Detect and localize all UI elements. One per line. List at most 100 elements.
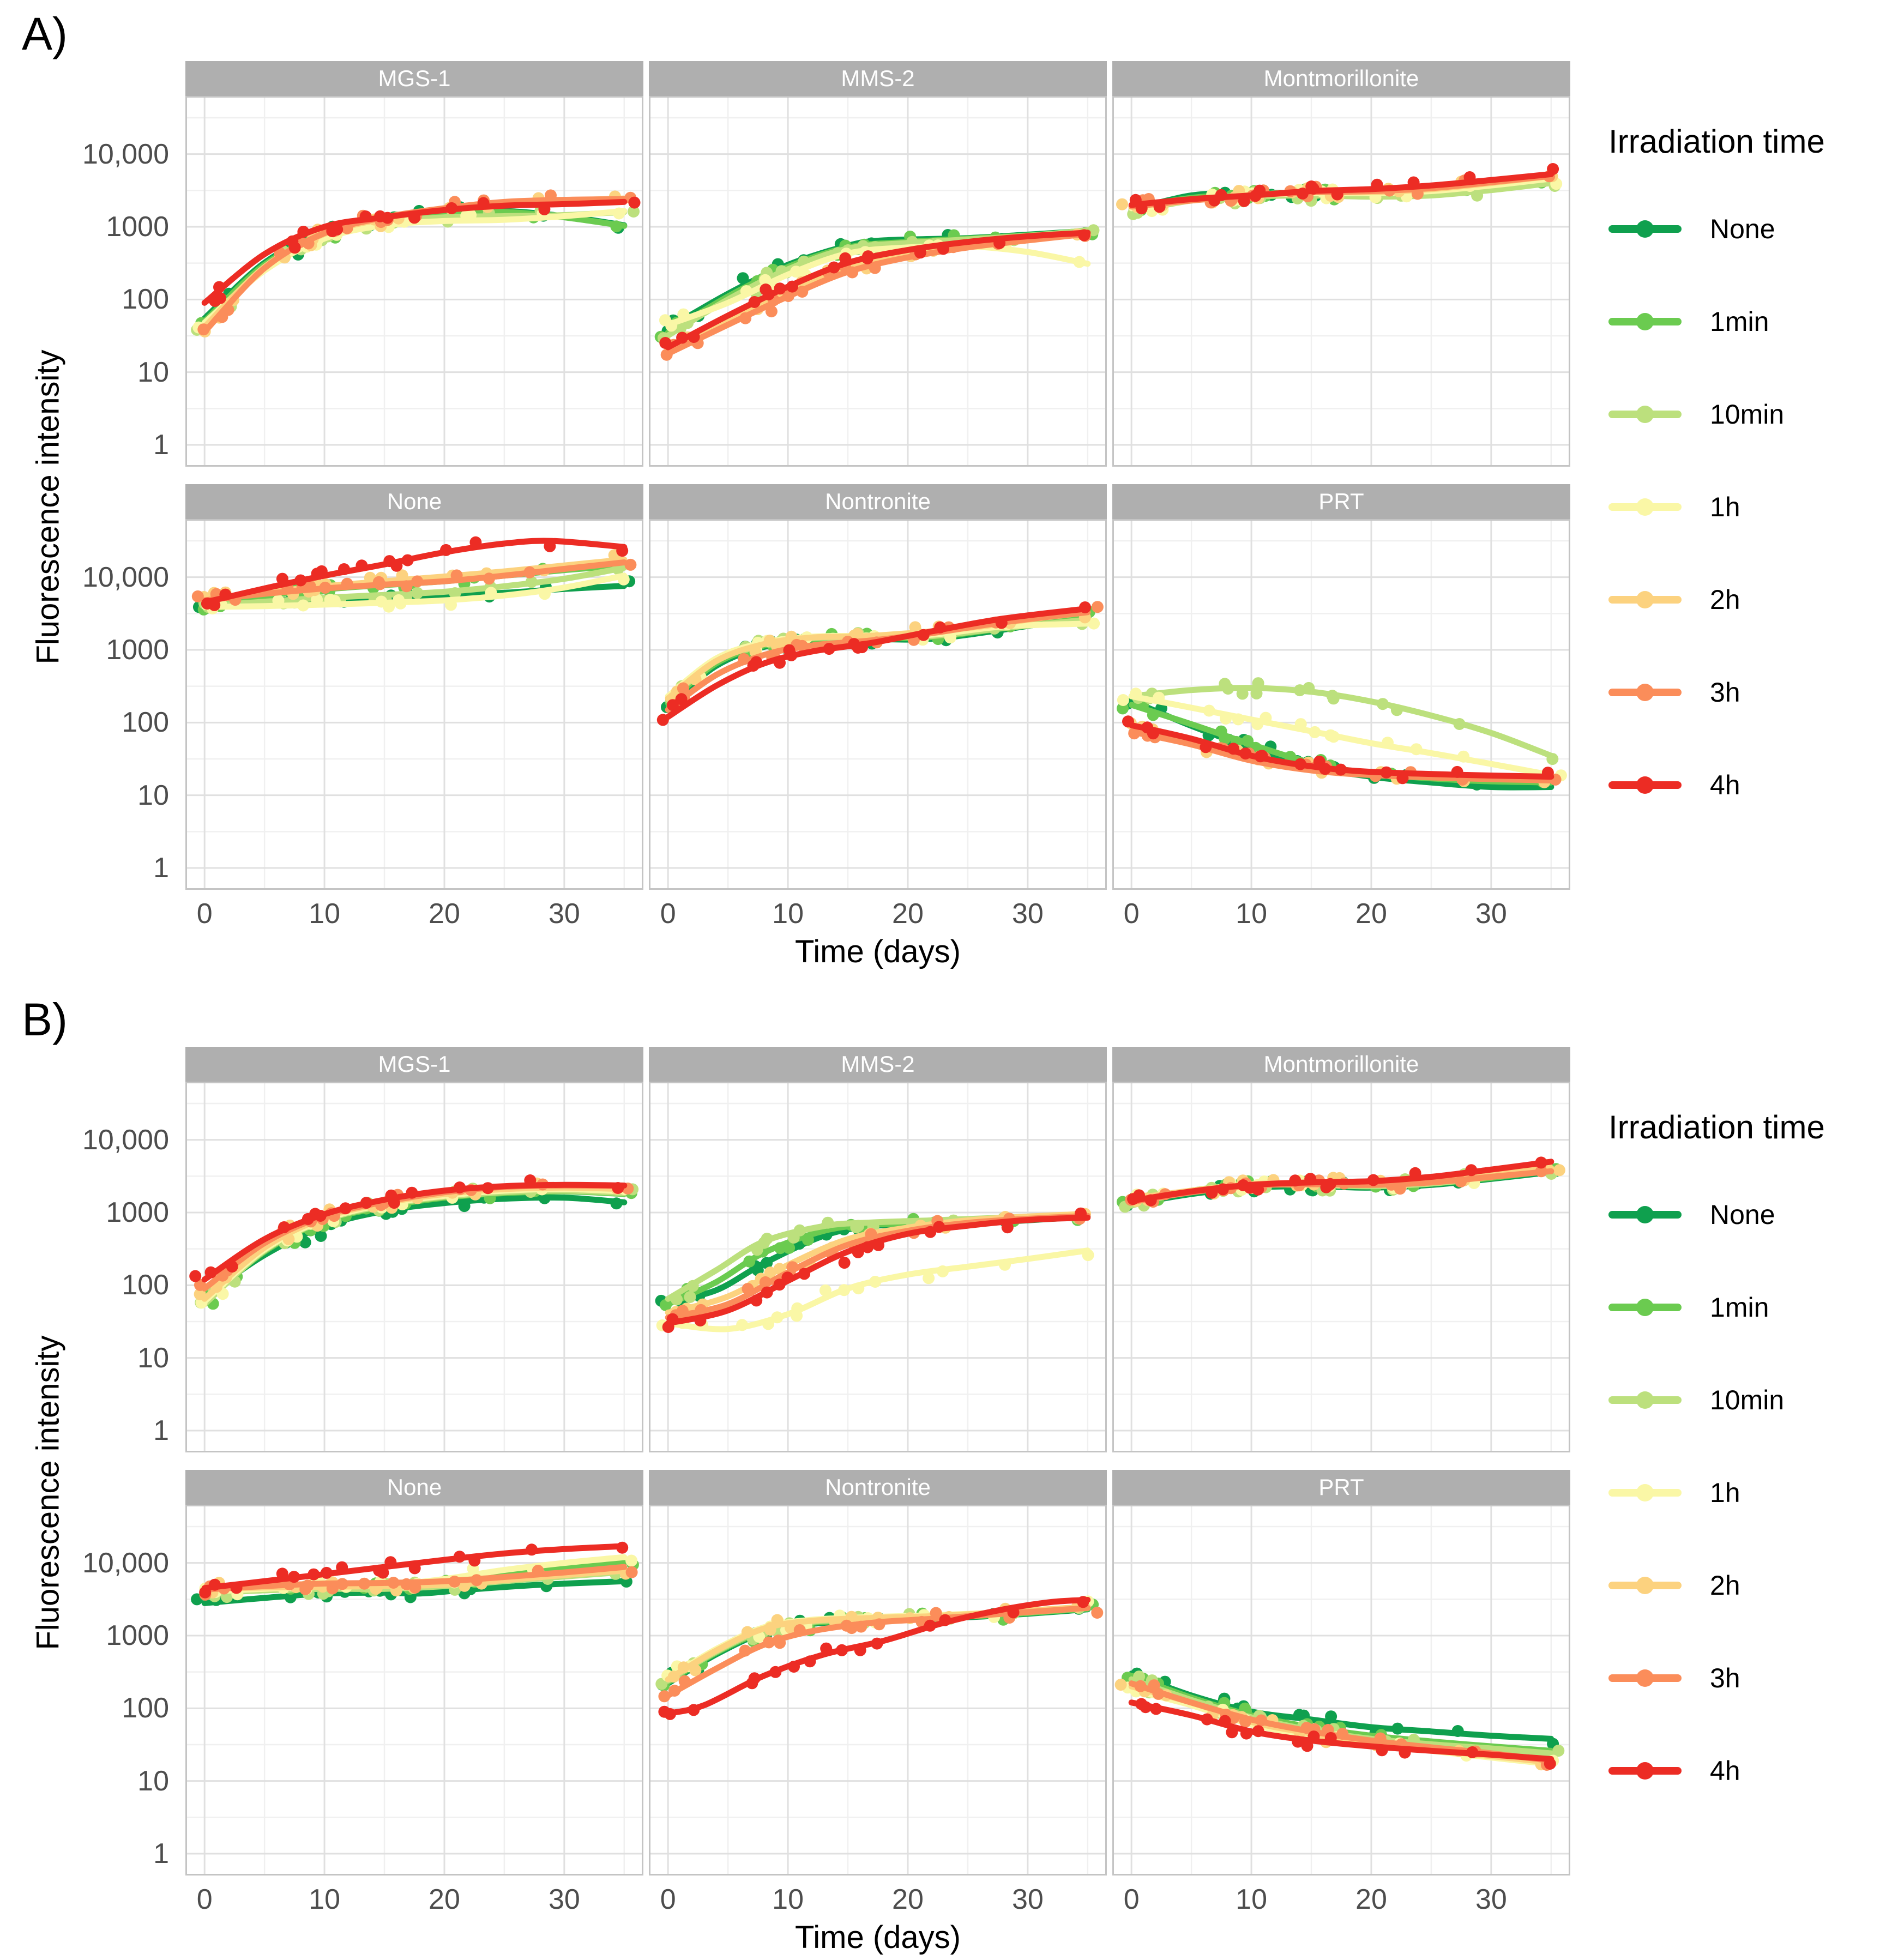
legend-entry-1h: 1h bbox=[1608, 1476, 1740, 1509]
x-tick-label: 0 bbox=[1123, 898, 1140, 930]
facet-strip-label: Nontronite bbox=[825, 489, 931, 514]
legend-key-line-icon bbox=[1608, 1669, 1682, 1687]
x-tick-label: 30 bbox=[1011, 898, 1044, 930]
legend-key-dot-icon bbox=[1636, 1762, 1654, 1780]
facet-strip-mms-2: MMS-2 bbox=[649, 61, 1107, 96]
y-tick-label: 10 bbox=[137, 1342, 169, 1374]
series-4h bbox=[1127, 1156, 1554, 1207]
facet-strip-montmorillonite: Montmorillonite bbox=[1112, 1047, 1570, 1082]
facet-strip-none: None bbox=[185, 1470, 643, 1505]
legend-entry-label: 3h bbox=[1710, 677, 1740, 708]
legend-key-line-icon bbox=[1608, 406, 1682, 423]
facet-strip-label: MMS-2 bbox=[841, 65, 915, 91]
facet-plot-mgs-1 bbox=[185, 96, 643, 467]
legend-key-dot-icon bbox=[1636, 220, 1654, 238]
y-tick-label: 100 bbox=[122, 707, 169, 739]
x-tick-label: 0 bbox=[1123, 1884, 1140, 1915]
legend-entry-label: 10min bbox=[1710, 1385, 1785, 1415]
legend-entry-1min: 1min bbox=[1608, 1291, 1769, 1324]
x-tick-label: 20 bbox=[892, 1884, 924, 1915]
y-tick-label: 10 bbox=[137, 1765, 169, 1797]
y-tick-label: 10,000 bbox=[82, 1547, 169, 1579]
x-tick-label: 30 bbox=[1011, 1884, 1044, 1915]
facet-strip-mgs-1: MGS-1 bbox=[185, 1047, 643, 1082]
facet-strip-prt: PRT bbox=[1112, 1470, 1570, 1505]
legend-title: Irradiation time bbox=[1608, 1109, 1825, 1145]
facet-plot-mms-2 bbox=[649, 1082, 1107, 1452]
legend-key-dot-icon bbox=[1636, 313, 1654, 330]
series-4h bbox=[1128, 163, 1559, 215]
y-tick-label: 10,000 bbox=[82, 138, 169, 170]
legend-entry-label: 2h bbox=[1710, 584, 1740, 615]
legend-key-dot-icon bbox=[1636, 1669, 1654, 1687]
x-tick-label: 10 bbox=[309, 1884, 340, 1915]
series-1h bbox=[656, 1247, 1094, 1332]
legend-entry-label: 4h bbox=[1710, 1756, 1740, 1786]
y-tick-label: 10,000 bbox=[82, 1124, 169, 1156]
series-4h bbox=[1122, 715, 1554, 785]
legend-entry-label: 1h bbox=[1710, 492, 1740, 522]
legend-entry-2h: 2h bbox=[1608, 583, 1740, 616]
facet-plot-none bbox=[185, 519, 643, 890]
x-tick-label: 10 bbox=[772, 898, 804, 930]
y-tick-label: 1000 bbox=[106, 1197, 169, 1228]
legend: Irradiation time None 1min 10min 1h 2h 3h 4h bbox=[1608, 123, 1880, 859]
legend-key-line-icon bbox=[1608, 220, 1682, 238]
legend-entry-1min: 1min bbox=[1608, 305, 1769, 338]
legend-key-line-icon bbox=[1608, 1299, 1682, 1316]
legend: Irradiation time None 1min 10min 1h 2h 3h 4h bbox=[1608, 1108, 1880, 1844]
series-4h bbox=[189, 1174, 628, 1283]
legend-key-line-icon bbox=[1608, 684, 1682, 701]
series-3h bbox=[199, 1564, 638, 1601]
legend-key-dot-icon bbox=[1636, 1206, 1654, 1223]
legend-entry-4h: 4h bbox=[1608, 1754, 1740, 1787]
legend-key-line-icon bbox=[1608, 1206, 1682, 1223]
facet-plot-mms-2 bbox=[649, 96, 1107, 467]
legend-entry-label: None bbox=[1710, 1199, 1775, 1230]
legend-key-dot-icon bbox=[1636, 1484, 1654, 1501]
series-4h bbox=[199, 1541, 629, 1599]
x-tick-label: 0 bbox=[196, 1884, 213, 1915]
facet-strip-label: MGS-1 bbox=[378, 65, 451, 91]
y-tick-label: 100 bbox=[122, 284, 169, 316]
x-tick-label: 0 bbox=[196, 898, 213, 930]
legend-entry-label: 1min bbox=[1710, 1292, 1769, 1323]
x-tick-label: 0 bbox=[660, 898, 676, 930]
facet-plot-prt bbox=[1112, 1505, 1570, 1875]
facet-strip-label: Montmorillonite bbox=[1263, 1051, 1419, 1077]
legend-entry-4h: 4h bbox=[1608, 769, 1740, 801]
y-tick-label: 10 bbox=[137, 779, 169, 811]
facet-strip-mms-2: MMS-2 bbox=[649, 1047, 1107, 1082]
series-3h bbox=[658, 1605, 1104, 1703]
facet-strip-label: PRT bbox=[1318, 489, 1364, 514]
y-tick-label: 10 bbox=[137, 356, 169, 388]
x-tick-label: 30 bbox=[548, 898, 580, 930]
series-4h bbox=[201, 196, 641, 307]
legend-key-dot-icon bbox=[1636, 776, 1654, 794]
x-tick-label: 20 bbox=[1355, 1884, 1387, 1915]
legend-key-line-icon bbox=[1608, 776, 1682, 794]
series-4h bbox=[201, 536, 629, 611]
legend-entry-2h: 2h bbox=[1608, 1569, 1740, 1602]
facet-plot-montmorillonite bbox=[1112, 1082, 1570, 1452]
x-tick-label: 20 bbox=[429, 898, 460, 930]
series-1h bbox=[665, 617, 1100, 706]
panel-a-label: A) bbox=[22, 8, 68, 59]
facet-strip-mgs-1: MGS-1 bbox=[185, 61, 643, 96]
x-axis-title: Time (days) bbox=[795, 934, 961, 969]
facet-strip-label: None bbox=[387, 1474, 442, 1500]
x-tick-label: 30 bbox=[548, 1884, 580, 1915]
facet-grid: MGS-1 MMS-2 Montmorillonite None Nontronite P… bbox=[82, 61, 1570, 930]
x-tick-label: 20 bbox=[429, 1884, 460, 1915]
facet-strip-montmorillonite: Montmorillonite bbox=[1112, 61, 1570, 96]
series-10min bbox=[1128, 677, 1559, 765]
x-tick-label: 30 bbox=[1475, 1884, 1507, 1915]
facet-strip-label: MMS-2 bbox=[841, 1051, 915, 1077]
legend-entry-label: 3h bbox=[1710, 1663, 1740, 1693]
legend-key-dot-icon bbox=[1636, 1577, 1654, 1594]
legend-key-line-icon bbox=[1608, 591, 1682, 608]
legend-entry-label: 2h bbox=[1710, 1570, 1740, 1601]
facet-strip-label: PRT bbox=[1318, 1474, 1364, 1500]
legend-key-dot-icon bbox=[1636, 684, 1654, 701]
